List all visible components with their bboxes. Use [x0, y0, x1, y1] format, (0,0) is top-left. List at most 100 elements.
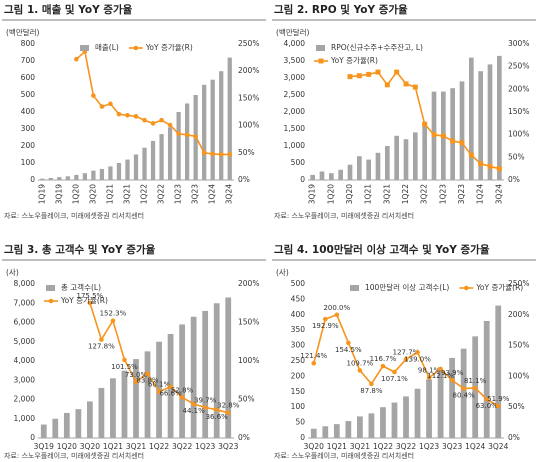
data-label: 63.0%: [476, 402, 499, 410]
marker: [150, 121, 156, 126]
marker: [369, 381, 374, 387]
marker: [225, 410, 231, 416]
marker: [495, 403, 501, 409]
bar: [98, 387, 105, 438]
marker: [380, 363, 386, 369]
tick-label: 0: [300, 433, 305, 442]
bar: [52, 418, 59, 438]
bar: [65, 176, 70, 180]
marker: [142, 117, 147, 123]
data-label: 39.7%: [194, 396, 217, 404]
marker: [218, 152, 224, 157]
tick-label: 5,000: [14, 337, 36, 346]
chart-title: 그림 2. RPO 및 YoY 증가율: [274, 3, 408, 16]
tick-label: 250: [291, 356, 306, 365]
marker: [156, 389, 162, 395]
tick-label: 50%: [238, 148, 255, 157]
tick-label: 200: [291, 371, 306, 380]
marker: [202, 405, 208, 410]
tick-label: 150%: [238, 93, 259, 102]
bar: [333, 424, 340, 438]
tick-label: 3,500: [284, 56, 306, 65]
bar: [91, 170, 96, 180]
x-tick-label: 1Q24: [465, 442, 485, 451]
x-tick-label: 1Q21: [327, 442, 347, 451]
bar: [116, 163, 122, 180]
tick-label: 0%: [508, 433, 520, 442]
marker: [116, 111, 122, 117]
bar: [48, 177, 53, 180]
bar: [450, 88, 455, 180]
tick-label: 8,000: [14, 279, 36, 288]
marker: [193, 134, 198, 139]
marker: [403, 357, 409, 362]
bar: [40, 424, 47, 438]
bar: [487, 64, 493, 180]
bar: [322, 426, 329, 438]
tick-label: 100%: [238, 356, 259, 365]
bar: [310, 428, 317, 438]
chart-title: 그림 4. 100만달러 이상 고객수 및 YoY 증가율: [274, 243, 490, 256]
x-tick-label: 3Q21: [350, 442, 370, 451]
x-tick-label: 3Q19: [54, 184, 63, 204]
data-label: 51.9%: [487, 395, 510, 403]
marker: [145, 371, 150, 376]
tick-label: 6,000: [14, 318, 36, 327]
bar: [338, 169, 343, 180]
marker: [384, 82, 390, 88]
source: 자료: 스노우플레이크, 미래에셋증권 리서치센터: [274, 451, 414, 460]
marker: [357, 368, 363, 373]
bar: [449, 357, 455, 438]
marker: [334, 312, 340, 318]
tick-label: 300: [21, 124, 36, 133]
bar: [478, 71, 483, 180]
marker: [403, 81, 409, 87]
legend-label: 100만달러 이상 고객수(L): [365, 282, 449, 292]
data-label: 107.1%: [381, 375, 408, 383]
x-tick-label: 1Q24: [208, 184, 217, 204]
bar: [394, 135, 399, 180]
x-tick-label: 1Q23: [195, 442, 215, 451]
marker: [415, 350, 420, 355]
bar: [74, 174, 79, 180]
bar: [385, 146, 390, 180]
unit-label: (백만달러): [6, 27, 40, 37]
tick-label: 300%: [508, 39, 529, 48]
x-tick-label: 3Q20: [345, 184, 354, 204]
legend-label: YoY 증가율(R): [60, 296, 108, 305]
bar: [329, 173, 334, 180]
legend-swatch: [350, 285, 359, 291]
data-label: 109.7%: [347, 359, 374, 367]
marker: [449, 377, 455, 383]
tick-label: 0: [30, 175, 35, 184]
marker: [133, 379, 139, 385]
marker: [159, 117, 164, 123]
tick-label: 500: [291, 279, 306, 288]
data-label: 73.0%: [125, 371, 148, 379]
x-tick-label: 3Q23: [191, 184, 200, 204]
tick-label: 250%: [508, 279, 529, 288]
bar: [133, 359, 139, 438]
marker: [201, 150, 207, 156]
tick-label: 100: [21, 158, 36, 167]
x-tick-label: 3Q23: [218, 442, 238, 451]
tick-label: 0%: [238, 433, 250, 442]
bar: [413, 132, 418, 180]
marker: [375, 69, 381, 75]
bar: [403, 139, 409, 180]
data-label: 32.8%: [217, 402, 240, 410]
bar: [133, 154, 139, 180]
bar: [40, 178, 45, 180]
x-tick-label: 3Q22: [420, 184, 429, 204]
marker: [496, 166, 502, 172]
tick-label: 50%: [508, 152, 525, 161]
data-label: 80.4%: [453, 391, 476, 399]
tick-label: 100%: [508, 130, 529, 139]
x-tick-label: 1Q21: [364, 184, 373, 204]
x-tick-label: 3Q21: [382, 184, 391, 204]
data-label: 192.9%: [312, 322, 339, 330]
tick-label: 700: [21, 56, 36, 65]
bar: [469, 57, 474, 180]
bar: [159, 134, 164, 180]
tick-label: 0%: [238, 175, 250, 184]
